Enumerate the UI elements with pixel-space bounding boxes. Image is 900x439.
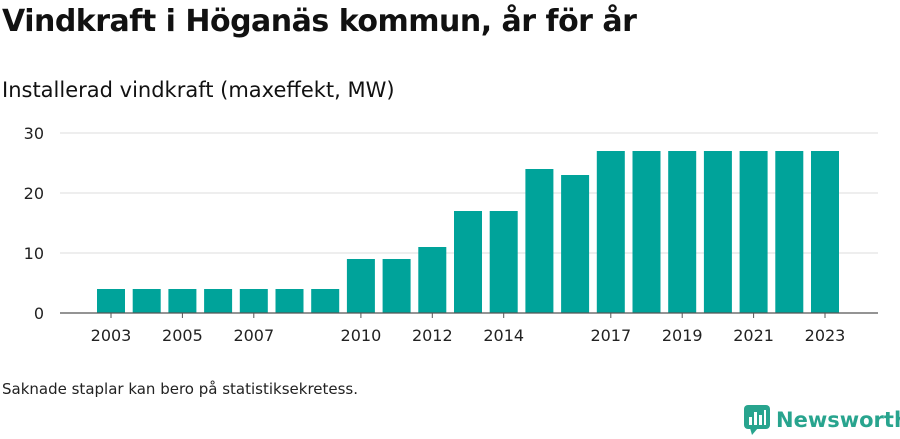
x-tick-label: 2005	[162, 326, 203, 345]
axes: 0 10 20 30 2003 2005 2007 2010 2012 2014 2017 2019 2…	[24, 124, 878, 345]
bar-2006	[204, 289, 233, 313]
x-tick-label: 2012	[412, 326, 453, 345]
bar-2016	[561, 175, 590, 313]
bar-2021	[739, 151, 768, 313]
x-tick-label: 2014	[483, 326, 524, 345]
bar-2022	[775, 151, 804, 313]
bar-2005	[168, 289, 197, 313]
y-tick-label: 30	[24, 124, 44, 143]
x-tick-label: 2017	[590, 326, 631, 345]
x-tick-label: 2023	[805, 326, 846, 345]
chart-subtitle: Installerad vindkraft (maxeffekt, MW)	[2, 78, 395, 102]
bar-chart: 0 10 20 30 2003 2005 2007 2010 2012 2014 2017 2019 2…	[24, 124, 878, 345]
bar-2020	[703, 151, 732, 313]
bar-2017	[596, 151, 625, 313]
bar-chart-bubble-icon	[744, 405, 770, 435]
bar-2012	[418, 247, 447, 313]
bar-2023	[811, 151, 839, 313]
x-tick-label: 2003	[91, 326, 132, 345]
brand-name: Newsworthy	[776, 408, 900, 432]
bar-2011	[382, 259, 411, 313]
bar-2018	[632, 151, 661, 313]
x-tick-label: 2021	[733, 326, 774, 345]
bars	[97, 151, 839, 313]
y-tick-label: 10	[24, 244, 44, 263]
bar-2003	[97, 289, 125, 313]
bar-2010	[346, 259, 375, 313]
bar-2015	[525, 169, 554, 313]
bar-2014	[489, 211, 518, 313]
footnote: Saknade staplar kan bero på statistiksek…	[2, 380, 359, 398]
chart-title: Vindkraft i Höganäs kommun, år för år	[2, 4, 637, 39]
bar-2013	[454, 211, 482, 313]
x-tick-label: 2019	[662, 326, 703, 345]
newsworthy-logo: Newsworthy	[744, 405, 900, 435]
y-tick-label: 20	[24, 184, 44, 203]
bar-2004	[132, 289, 161, 313]
bar-2019	[668, 151, 697, 313]
y-tick-label: 0	[34, 304, 44, 323]
bar-2009	[311, 289, 340, 313]
x-tick-label: 2007	[233, 326, 274, 345]
bar-2007	[239, 289, 268, 313]
bar-2008	[275, 289, 304, 313]
x-tick-label: 2010	[341, 326, 382, 345]
